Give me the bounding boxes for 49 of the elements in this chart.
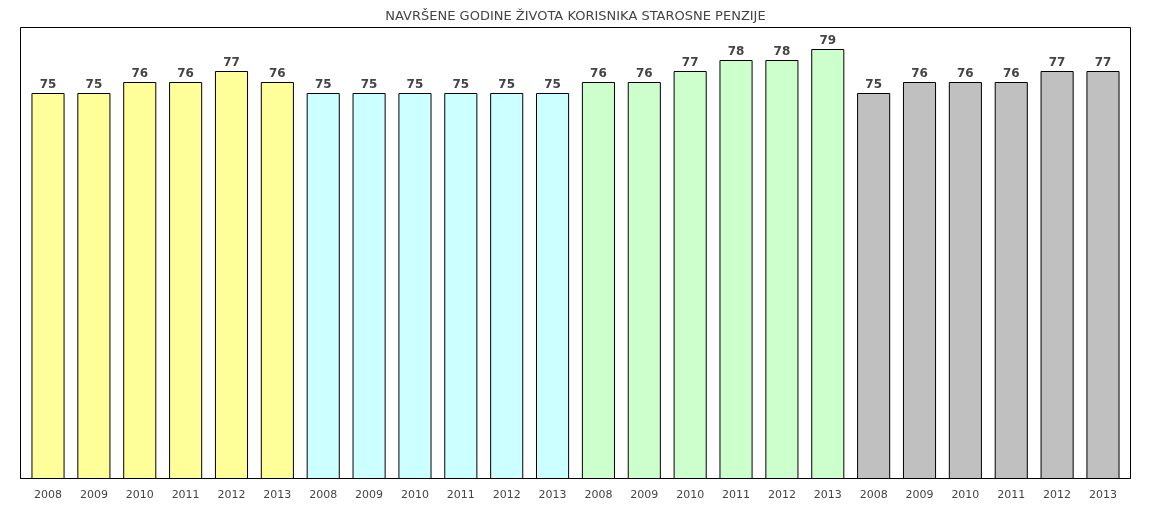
x-tick-label: 2010 xyxy=(676,487,705,501)
x-tick-label: 2013 xyxy=(1088,487,1117,501)
data-label: 75 xyxy=(865,76,882,91)
data-label: 76 xyxy=(131,65,149,80)
data-label: 75 xyxy=(544,76,561,91)
x-tick-label: 2013 xyxy=(263,487,292,501)
data-label: 76 xyxy=(1002,65,1020,80)
x-tick-label: 2013 xyxy=(538,487,567,501)
data-label: 76 xyxy=(590,65,607,80)
x-tick-label: 2013 xyxy=(813,487,842,501)
data-label: 78 xyxy=(727,43,745,58)
x-tick-label: 2009 xyxy=(79,487,108,501)
data-label: 78 xyxy=(773,43,791,58)
data-label: 76 xyxy=(269,65,286,80)
data-label: 75 xyxy=(85,76,103,91)
x-tick-label: 2012 xyxy=(217,487,246,501)
x-tick-label: 2010 xyxy=(951,487,980,501)
x-tick-label: 2011 xyxy=(171,487,200,501)
x-tick-label: 2011 xyxy=(446,487,475,501)
data-label: 76 xyxy=(911,65,928,80)
data-label: 77 xyxy=(223,54,240,69)
x-tick-label: 2008 xyxy=(34,487,63,501)
x-tick-label: 2011 xyxy=(722,487,751,501)
data-label: 75 xyxy=(452,76,470,91)
x-tick-label: 2011 xyxy=(997,487,1026,501)
x-tick-label: 2008 xyxy=(309,487,338,501)
x-tick-label: 2009 xyxy=(630,487,659,501)
x-tick-label: 2010 xyxy=(400,487,429,501)
data-label: 76 xyxy=(177,65,194,80)
data-label: 75 xyxy=(498,76,516,91)
data-label: 75 xyxy=(406,76,424,91)
data-label: 77 xyxy=(1048,54,1066,69)
data-label: 79 xyxy=(819,32,837,47)
x-tick-label: 2012 xyxy=(767,487,796,501)
data-label: 75 xyxy=(360,76,378,91)
data-label: 75 xyxy=(39,76,57,91)
x-tick-label: 2008 xyxy=(859,487,888,501)
x-tick-label: 2012 xyxy=(1043,487,1072,501)
data-label: 76 xyxy=(957,65,974,80)
x-tick-label: 2012 xyxy=(492,487,521,501)
x-tick-label: 2010 xyxy=(125,487,154,501)
data-label: 77 xyxy=(1094,54,1112,69)
chart-title: NAVRŠENE GODINE ŽIVOTA KORISNIKA STAROSNE PENZIJE xyxy=(385,7,766,23)
x-tick-label: 2009 xyxy=(355,487,384,501)
x-tick-label: 2009 xyxy=(905,487,934,501)
data-label: 75 xyxy=(314,76,332,91)
data-label: 76 xyxy=(635,65,653,80)
x-tick-label: 2008 xyxy=(584,487,613,501)
data-label: 77 xyxy=(681,54,699,69)
